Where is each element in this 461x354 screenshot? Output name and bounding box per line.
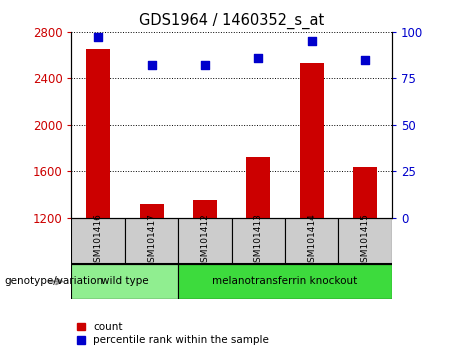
Text: GSM101417: GSM101417 — [147, 213, 156, 268]
Text: wild type: wild type — [101, 276, 148, 286]
Bar — [125, 218, 178, 264]
Bar — [246, 157, 270, 218]
Point — [95, 35, 102, 40]
Text: genotype/variation: genotype/variation — [5, 276, 104, 286]
Text: GSM101413: GSM101413 — [254, 213, 263, 268]
Bar — [353, 167, 377, 218]
Text: melanotransferrin knockout: melanotransferrin knockout — [213, 276, 358, 286]
Point — [254, 55, 262, 61]
Bar — [300, 63, 324, 218]
Bar — [140, 204, 164, 218]
Text: GSM101414: GSM101414 — [307, 213, 316, 268]
Text: GSM101416: GSM101416 — [94, 213, 103, 268]
Point — [201, 62, 209, 68]
Legend: count, percentile rank within the sample: count, percentile rank within the sample — [77, 322, 269, 345]
Point — [308, 38, 315, 44]
Text: GSM101412: GSM101412 — [201, 213, 209, 268]
Bar — [231, 218, 285, 264]
Bar — [71, 264, 178, 299]
Text: GSM101415: GSM101415 — [361, 213, 370, 268]
Bar — [193, 200, 217, 218]
Bar — [86, 49, 110, 218]
Bar — [71, 218, 125, 264]
Bar — [178, 218, 231, 264]
Point — [361, 57, 369, 63]
Bar — [178, 264, 392, 299]
Point — [148, 62, 155, 68]
Bar — [285, 218, 338, 264]
Title: GDS1964 / 1460352_s_at: GDS1964 / 1460352_s_at — [139, 13, 324, 29]
Bar — [338, 218, 392, 264]
